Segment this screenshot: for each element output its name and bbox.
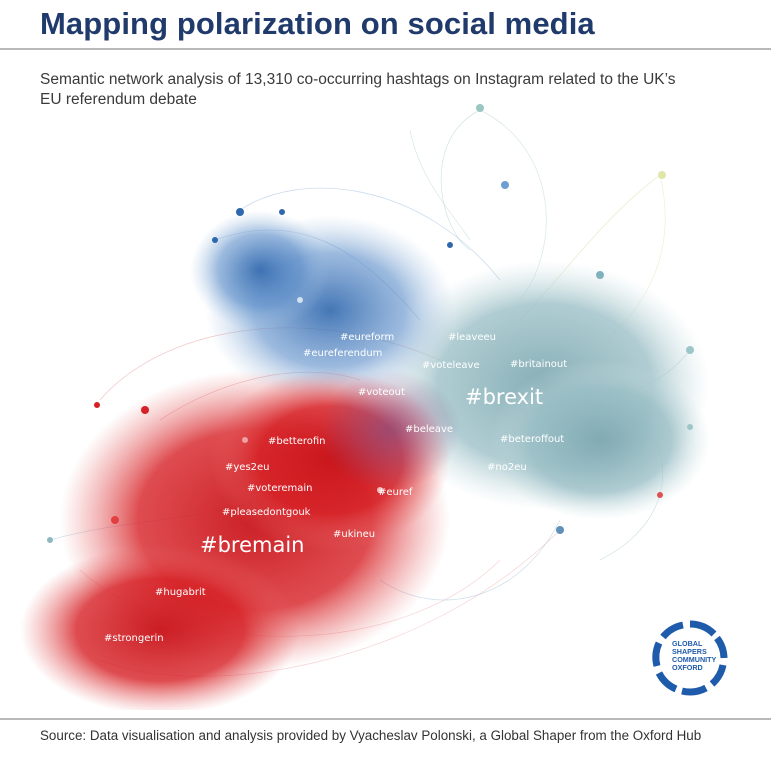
hashtag-label: #beleave	[405, 424, 453, 435]
hashtag-label: #no2eu	[487, 462, 527, 473]
hashtag-label: #bremain	[200, 533, 305, 557]
hashtag-label: #euref	[378, 487, 413, 498]
source-credit: Source: Data visualisation and analysis …	[40, 728, 702, 743]
hashtag-label: #strongerin	[104, 633, 164, 644]
hashtag-label: #hugabrit	[155, 587, 206, 598]
hashtag-label: #voteout	[358, 387, 405, 398]
hashtag-label: #leaveeu	[448, 332, 496, 343]
hashtag-label: #ukineu	[333, 529, 375, 540]
logo-text: GLOBAL SHAPERS COMMUNITY OXFORD	[672, 639, 717, 672]
hashtag-label: #yes2eu	[225, 462, 270, 473]
hashtag-label: #eureferendum	[303, 348, 382, 359]
hashtag-label: #eureform	[340, 332, 394, 343]
hashtag-label: #britainout	[510, 359, 567, 370]
hashtag-network-graph: #brexit #bremain #eureform #leaveeu #eur…	[20, 104, 710, 710]
cluster-blobs	[20, 210, 710, 710]
footer-divider	[0, 718, 771, 720]
title-divider	[0, 48, 771, 50]
hashtag-label: #brexit	[465, 385, 543, 409]
hashtag-label: #voteleave	[422, 360, 480, 371]
page-title: Mapping polarization on social media	[40, 6, 595, 41]
hashtag-label: #betterofin	[268, 436, 326, 447]
global-shapers-ring-icon	[652, 620, 728, 696]
hashtag-label: #voteremain	[247, 483, 313, 494]
hashtag-label: #beteroffout	[500, 434, 564, 445]
network-nodes	[47, 104, 694, 543]
subtitle: Semantic network analysis of 13,310 co-o…	[40, 71, 676, 108]
hashtag-label: #pleasedontgouk	[222, 507, 311, 518]
hashtag-labels: #brexit #bremain #eureform #leaveeu #eur…	[104, 332, 567, 644]
